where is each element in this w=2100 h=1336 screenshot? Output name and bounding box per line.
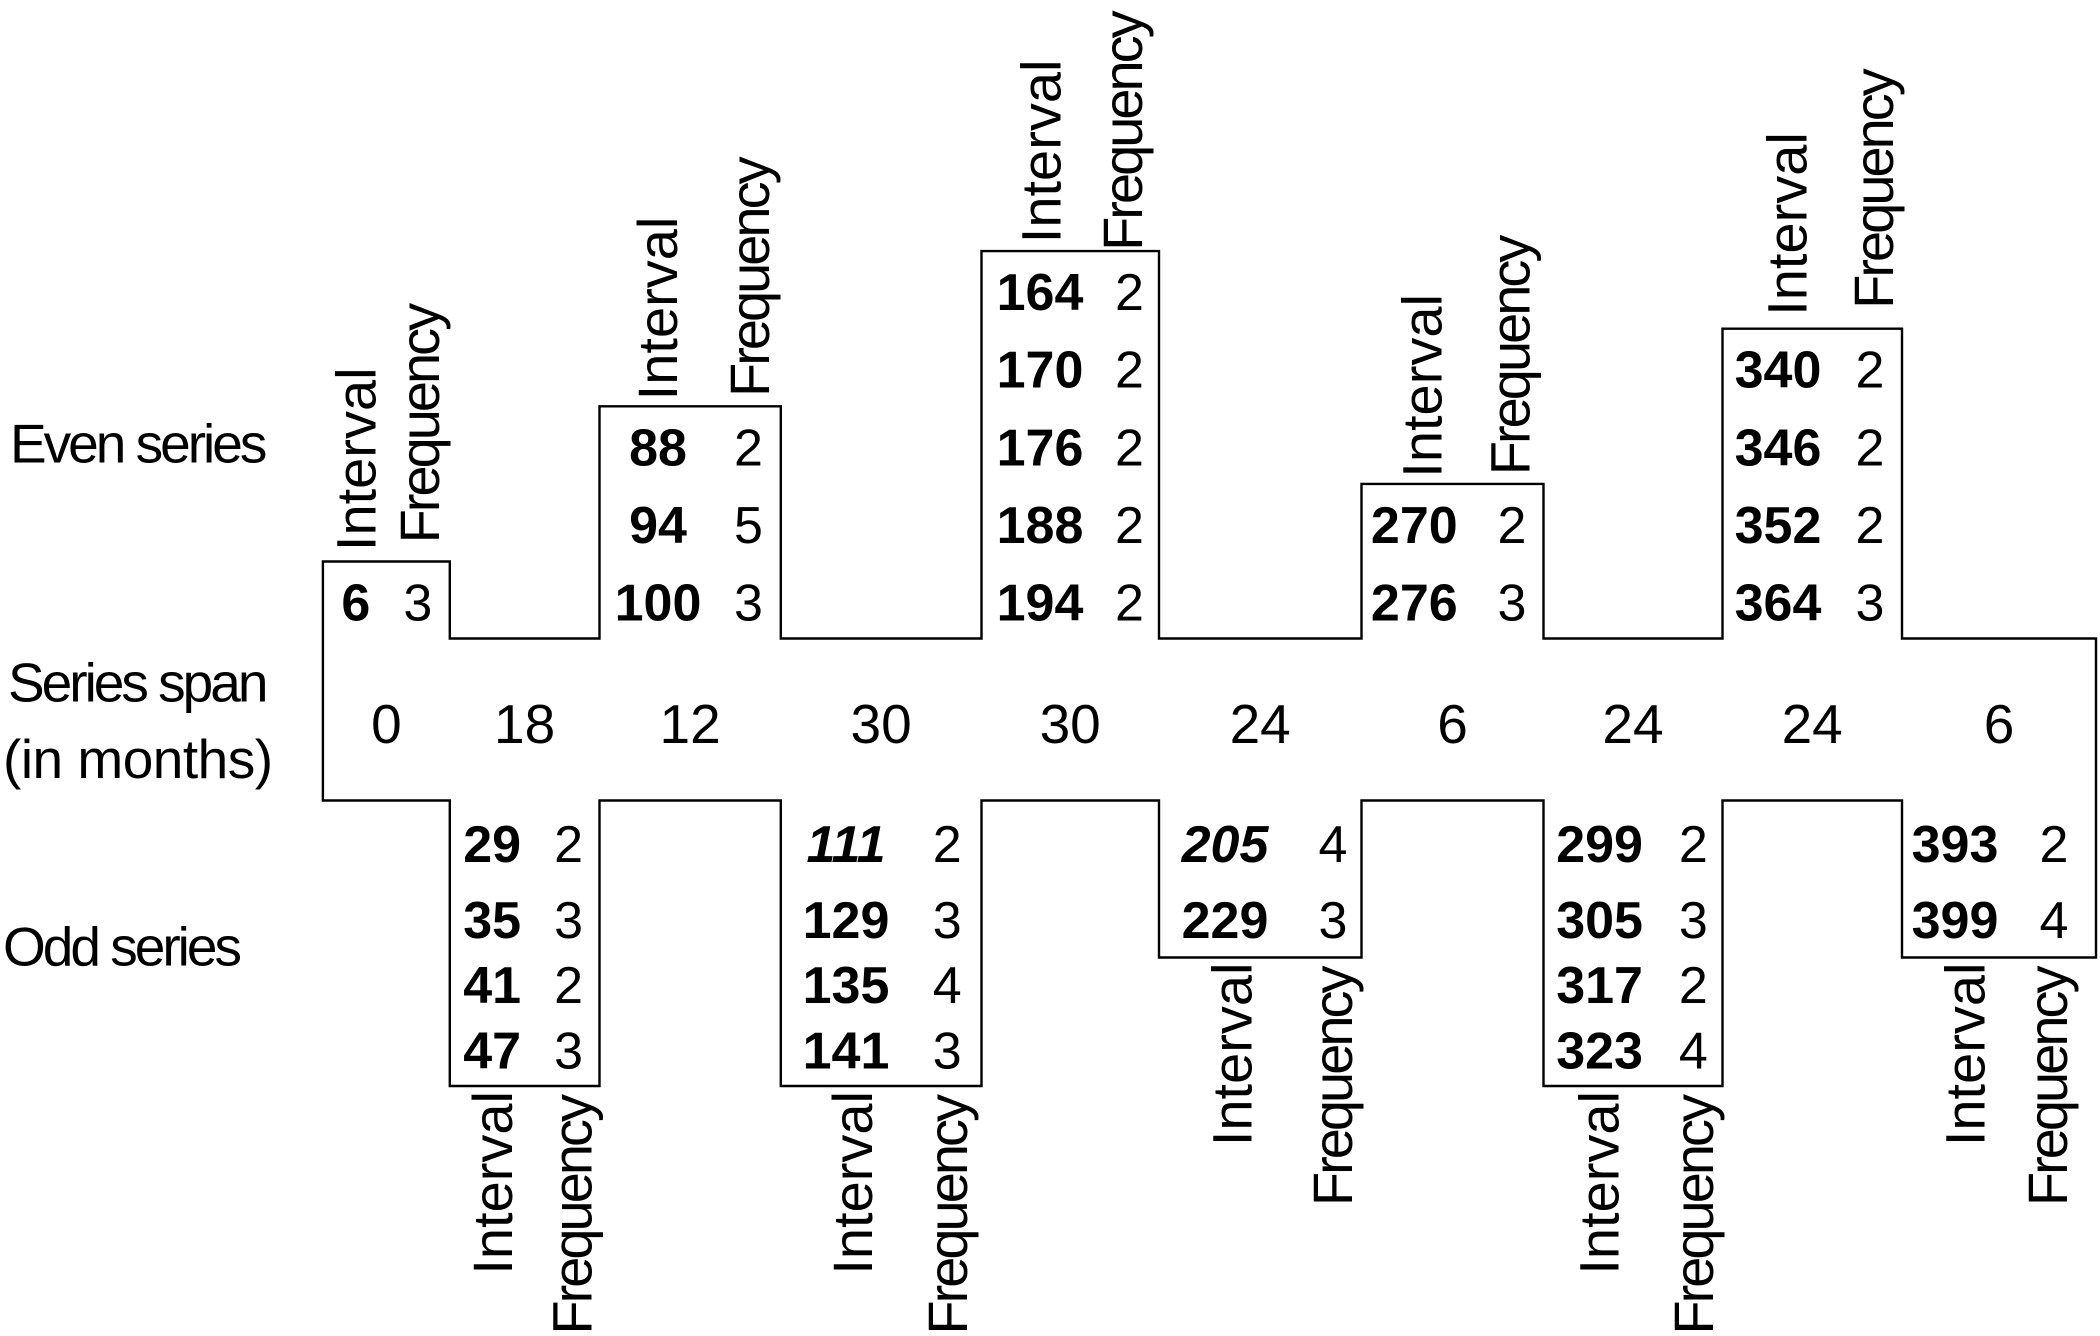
svg-text:3: 3 bbox=[734, 575, 763, 633]
svg-text:2: 2 bbox=[1115, 419, 1144, 477]
svg-text:Frequency: Frequency bbox=[2016, 966, 2079, 1207]
svg-text:393: 393 bbox=[1912, 816, 1999, 874]
svg-text:2: 2 bbox=[933, 816, 962, 874]
svg-text:3: 3 bbox=[933, 892, 962, 950]
svg-text:Interval: Interval bbox=[1010, 60, 1073, 244]
svg-text:Odd series: Odd series bbox=[3, 916, 240, 978]
svg-text:Interval: Interval bbox=[821, 1091, 884, 1275]
svg-text:4: 4 bbox=[1319, 816, 1348, 874]
svg-text:94: 94 bbox=[629, 497, 687, 555]
svg-text:Interval: Interval bbox=[1568, 1091, 1631, 1275]
svg-text:Interval: Interval bbox=[1755, 132, 1818, 316]
svg-text:135: 135 bbox=[803, 957, 890, 1015]
svg-text:399: 399 bbox=[1912, 892, 1999, 950]
svg-text:2: 2 bbox=[1679, 816, 1708, 874]
svg-text:3: 3 bbox=[554, 1023, 583, 1081]
svg-text:Frequency: Frequency bbox=[1479, 235, 1542, 476]
svg-text:Interval: Interval bbox=[324, 367, 387, 551]
svg-text:276: 276 bbox=[1371, 575, 1458, 633]
svg-text:5: 5 bbox=[734, 497, 763, 555]
svg-text:3: 3 bbox=[1319, 892, 1348, 950]
svg-text:305: 305 bbox=[1556, 892, 1643, 950]
svg-text:3: 3 bbox=[1498, 575, 1527, 633]
svg-text:6: 6 bbox=[1437, 693, 1468, 755]
svg-text:164: 164 bbox=[997, 264, 1084, 322]
svg-text:Frequency: Frequency bbox=[388, 303, 451, 544]
svg-text:4: 4 bbox=[2040, 892, 2069, 950]
svg-text:2: 2 bbox=[554, 816, 583, 874]
svg-text:30: 30 bbox=[851, 693, 912, 755]
svg-text:2: 2 bbox=[1856, 419, 1885, 477]
svg-text:170: 170 bbox=[997, 342, 1084, 400]
svg-text:4: 4 bbox=[1679, 1023, 1708, 1081]
svg-text:3: 3 bbox=[554, 892, 583, 950]
svg-text:Frequency: Frequency bbox=[718, 156, 781, 397]
svg-text:3: 3 bbox=[1679, 892, 1708, 950]
svg-text:47: 47 bbox=[463, 1023, 521, 1081]
svg-text:24: 24 bbox=[1782, 693, 1843, 755]
svg-text:2: 2 bbox=[1115, 264, 1144, 322]
svg-text:364: 364 bbox=[1735, 575, 1822, 633]
svg-text:176: 176 bbox=[997, 419, 1084, 477]
svg-text:Interval: Interval bbox=[1390, 294, 1453, 478]
svg-text:Frequency: Frequency bbox=[1662, 1094, 1725, 1335]
svg-text:129: 129 bbox=[803, 892, 890, 950]
svg-text:2: 2 bbox=[554, 957, 583, 1015]
svg-text:340: 340 bbox=[1735, 342, 1822, 400]
svg-text:205: 205 bbox=[1181, 816, 1270, 874]
svg-text:2: 2 bbox=[1115, 342, 1144, 400]
svg-text:141: 141 bbox=[803, 1023, 890, 1081]
svg-text:24: 24 bbox=[1230, 693, 1291, 755]
svg-text:2: 2 bbox=[734, 419, 763, 477]
svg-text:29: 29 bbox=[463, 816, 521, 874]
svg-text:4: 4 bbox=[933, 957, 962, 1015]
svg-text:188: 188 bbox=[997, 497, 1084, 555]
svg-text:229: 229 bbox=[1182, 892, 1269, 950]
svg-text:Frequency: Frequency bbox=[1842, 68, 1905, 309]
svg-text:6: 6 bbox=[1984, 693, 2015, 755]
svg-text:30: 30 bbox=[1040, 693, 1101, 755]
svg-text:2: 2 bbox=[2040, 816, 2069, 874]
svg-text:Frequency: Frequency bbox=[1301, 966, 1364, 1207]
svg-text:Interval: Interval bbox=[1933, 962, 1996, 1146]
svg-text:2: 2 bbox=[1115, 497, 1144, 555]
svg-text:111: 111 bbox=[806, 816, 885, 874]
svg-text:2: 2 bbox=[1115, 575, 1144, 633]
svg-text:18: 18 bbox=[494, 693, 555, 755]
svg-text:Interval: Interval bbox=[626, 217, 689, 401]
svg-text:Frequency: Frequency bbox=[916, 1094, 979, 1335]
svg-text:0: 0 bbox=[371, 693, 402, 755]
svg-text:Frequency: Frequency bbox=[1091, 10, 1154, 251]
svg-text:3: 3 bbox=[1856, 575, 1885, 633]
svg-text:Series span: Series span bbox=[8, 652, 266, 714]
svg-text:194: 194 bbox=[997, 575, 1084, 633]
svg-text:88: 88 bbox=[629, 419, 687, 477]
svg-text:(in months): (in months) bbox=[3, 728, 273, 790]
svg-text:6: 6 bbox=[341, 575, 370, 633]
svg-text:3: 3 bbox=[933, 1023, 962, 1081]
svg-text:2: 2 bbox=[1498, 497, 1527, 555]
svg-text:100: 100 bbox=[615, 575, 702, 633]
svg-text:12: 12 bbox=[660, 693, 721, 755]
svg-text:Even series: Even series bbox=[10, 412, 266, 474]
svg-text:270: 270 bbox=[1371, 497, 1458, 555]
svg-text:Interval: Interval bbox=[461, 1091, 524, 1275]
svg-text:2: 2 bbox=[1856, 342, 1885, 400]
svg-text:3: 3 bbox=[403, 575, 432, 633]
svg-text:35: 35 bbox=[463, 892, 521, 950]
svg-text:323: 323 bbox=[1556, 1023, 1643, 1081]
svg-text:Frequency: Frequency bbox=[541, 1094, 604, 1335]
svg-text:24: 24 bbox=[1602, 693, 1663, 755]
svg-text:346: 346 bbox=[1735, 419, 1822, 477]
svg-text:2: 2 bbox=[1856, 497, 1885, 555]
svg-text:2: 2 bbox=[1679, 957, 1708, 1015]
svg-text:317: 317 bbox=[1556, 957, 1643, 1015]
svg-text:Interval: Interval bbox=[1200, 963, 1263, 1147]
svg-text:299: 299 bbox=[1556, 816, 1643, 874]
svg-text:41: 41 bbox=[463, 957, 521, 1015]
svg-text:352: 352 bbox=[1735, 497, 1822, 555]
